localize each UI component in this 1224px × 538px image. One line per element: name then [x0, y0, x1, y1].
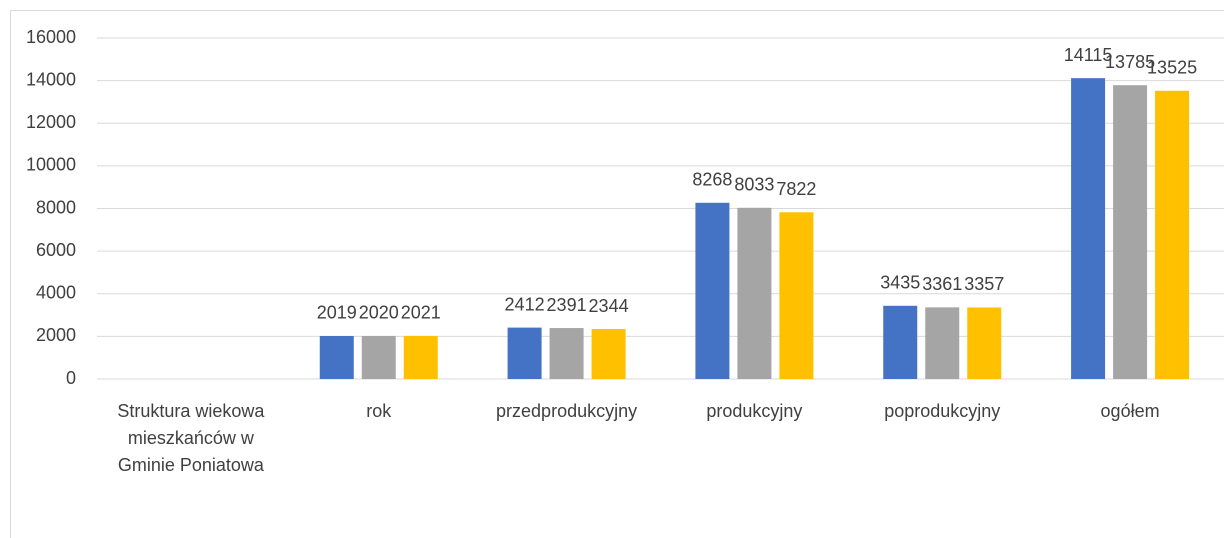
y-tick-label: 16000	[26, 27, 76, 47]
data-label: 2019	[317, 303, 357, 323]
y-tick-label: 8000	[36, 197, 76, 217]
data-label: 13785	[1105, 52, 1155, 72]
bar	[1113, 85, 1148, 379]
data-label: 3361	[922, 274, 962, 294]
bar	[695, 202, 730, 379]
bar	[737, 207, 772, 379]
bar	[1155, 90, 1190, 379]
bar	[967, 307, 1002, 379]
y-tick-label: 12000	[26, 112, 76, 132]
data-label: 2412	[505, 294, 545, 314]
x-tick-label: ogółem	[1100, 401, 1160, 421]
bar	[779, 212, 814, 379]
data-label: 13525	[1147, 57, 1197, 77]
x-tick-label: produkcyjny	[706, 401, 803, 421]
bar	[591, 329, 626, 379]
data-label: 2344	[589, 296, 629, 316]
y-tick-label: 10000	[26, 155, 76, 175]
y-tick-label: 0	[66, 368, 76, 388]
bar	[507, 327, 542, 379]
x-tick-label: przedprodukcyjny	[496, 401, 638, 421]
bar	[319, 335, 354, 379]
y-tick-label: 14000	[26, 69, 76, 89]
bar	[403, 335, 438, 379]
bar	[361, 335, 396, 379]
data-label: 2020	[359, 303, 399, 323]
y-tick-label: 6000	[36, 240, 76, 260]
x-tick-label: Struktura wiekowa mieszkańców w Gminie P…	[117, 401, 265, 475]
bar	[883, 305, 918, 379]
data-label: 7822	[776, 179, 816, 199]
bar	[549, 328, 584, 379]
y-tick-label: 4000	[36, 283, 76, 303]
y-tick-label: 2000	[36, 325, 76, 345]
chart-frame	[10, 10, 1224, 538]
x-tick-label: rok	[366, 401, 392, 421]
x-tick-label: poprodukcyjny	[884, 401, 1001, 421]
bar	[925, 307, 960, 379]
data-label: 14115	[1064, 45, 1113, 65]
data-label: 3435	[880, 273, 920, 293]
data-label: 3357	[964, 274, 1004, 294]
bar	[1071, 78, 1106, 379]
data-label: 8033	[734, 175, 774, 195]
data-label: 8268	[692, 170, 732, 190]
data-label: 2391	[547, 295, 587, 315]
data-label: 2021	[401, 303, 441, 323]
